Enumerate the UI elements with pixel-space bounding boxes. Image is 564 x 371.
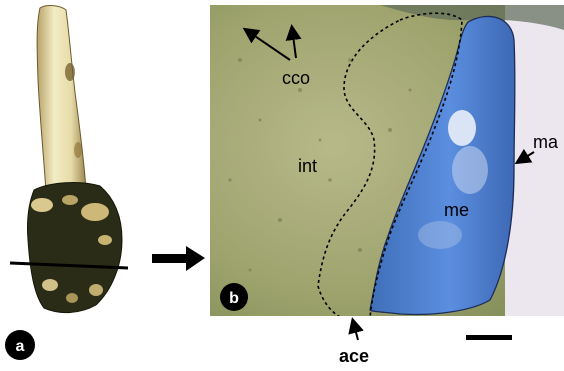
stain-highlight	[418, 221, 462, 249]
label-cco: cco	[242, 24, 310, 88]
root-scar	[31, 198, 53, 212]
stained-region-me	[369, 15, 516, 316]
label-ma: ma	[514, 132, 559, 165]
panel-a-badge: a	[5, 330, 35, 360]
label-ace: ace	[339, 317, 369, 366]
section-line	[9, 261, 129, 270]
panel-b-badge-label: b	[229, 290, 239, 307]
label-ma-text: ma	[533, 132, 559, 152]
specimen-stem	[36, 5, 87, 193]
stem-blemish	[65, 63, 75, 81]
micrograph-shadow	[380, 5, 564, 30]
stain-highlight	[448, 110, 476, 146]
label-me-text: me	[444, 200, 469, 220]
root-scar	[89, 284, 103, 296]
root-scar	[62, 195, 78, 205]
label-cco-text: cco	[282, 68, 310, 88]
panel-a-specimen-photo	[9, 5, 129, 313]
micrograph-speckles	[228, 58, 412, 272]
panel-connector-arrow	[152, 246, 205, 271]
root-scar	[81, 203, 109, 221]
label-int-text: int	[298, 156, 317, 176]
root-scar	[42, 279, 58, 291]
panel-b-micrograph	[210, 5, 564, 316]
stain-highlight	[452, 146, 488, 194]
root-scar	[66, 293, 78, 303]
dotted-outline-region	[317, 12, 463, 316]
scale-bar	[466, 335, 512, 340]
panel-a-badge-label: a	[16, 338, 25, 355]
stem-blemish	[74, 142, 82, 158]
label-ace-text: ace	[339, 346, 369, 366]
root-scar	[98, 235, 112, 245]
panel-b-badge: b	[220, 283, 248, 311]
